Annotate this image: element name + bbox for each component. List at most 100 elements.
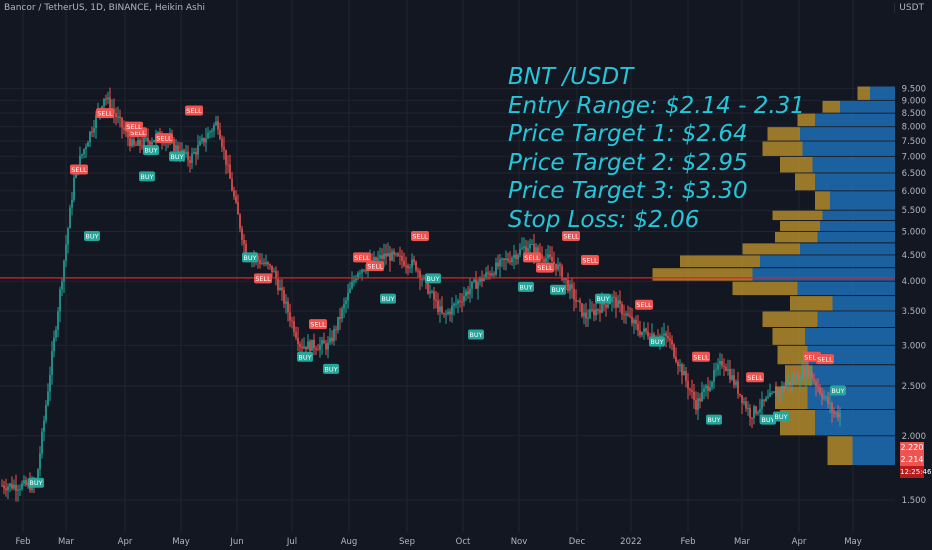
candle [811, 371, 813, 380]
candle [615, 297, 617, 308]
candle [739, 393, 741, 396]
signal-label-bg [353, 252, 371, 263]
candle [799, 379, 801, 381]
candle [443, 312, 445, 314]
candle [823, 396, 825, 398]
sell-signal-label: SELL [70, 164, 88, 175]
candle [523, 246, 525, 248]
volume-profile-down-bar [795, 173, 815, 191]
candle [219, 129, 221, 139]
volume-profile-down-bar [652, 268, 753, 281]
candle [83, 149, 85, 155]
candle [701, 391, 703, 402]
signal-label-text: BUY [243, 254, 256, 262]
candle [413, 259, 415, 262]
high-price-tag: 2.220 [900, 442, 924, 454]
candle [505, 258, 507, 260]
candle [459, 300, 461, 302]
sell-signal-label: SELL [523, 252, 541, 263]
signal-label-bg [595, 293, 611, 304]
candle [337, 316, 339, 330]
candle [449, 311, 451, 315]
candle [679, 364, 681, 367]
candle [643, 328, 645, 332]
candle [315, 348, 317, 350]
x-tick-label: Feb [680, 537, 695, 547]
candle [199, 141, 201, 146]
candle [141, 145, 143, 147]
candle [535, 247, 537, 255]
candle [521, 247, 523, 249]
buy-signal-label: BUY [468, 329, 484, 340]
signal-label-text: SELL [71, 166, 87, 174]
candle [543, 259, 545, 262]
candle [353, 280, 355, 283]
candle [421, 279, 423, 281]
buy-signal-label: BUY [297, 351, 313, 362]
candle [609, 302, 611, 305]
signal-label-bg [581, 254, 599, 265]
candle [245, 243, 247, 256]
candle [721, 360, 723, 367]
candle [785, 385, 787, 389]
signal-label-bg [84, 230, 100, 241]
sell-signal-label: SELL [353, 252, 371, 263]
x-tick-label: 2022 [620, 537, 642, 547]
candle [131, 139, 133, 147]
x-tick-label: Jul [286, 537, 297, 547]
candle [675, 356, 677, 362]
candle [311, 339, 313, 351]
candle [15, 484, 17, 491]
candle [127, 131, 129, 139]
candle [627, 313, 629, 316]
candle [403, 260, 405, 266]
candle [665, 333, 667, 336]
candle [773, 391, 775, 393]
candle [217, 121, 219, 130]
candle [611, 296, 613, 303]
candle [227, 164, 229, 166]
candle [829, 403, 831, 405]
candle [707, 385, 709, 391]
candle [807, 364, 809, 376]
candle [579, 300, 581, 304]
signal-label-bg [125, 121, 143, 132]
volume-profile-down-bar [822, 100, 840, 113]
candle [279, 287, 281, 290]
candle [339, 316, 341, 319]
candle [307, 341, 309, 350]
signal-label-bg [746, 372, 764, 383]
candle [327, 342, 329, 350]
currency-label[interactable]: USDT [894, 3, 924, 13]
signal-label-bg [28, 477, 44, 488]
candle [671, 340, 673, 345]
candle [211, 130, 213, 132]
candle [629, 315, 631, 317]
candle [291, 320, 293, 322]
candle [693, 391, 695, 400]
candle [673, 344, 675, 357]
candle [743, 401, 745, 403]
candle [63, 260, 65, 282]
candle [323, 340, 325, 344]
candle [313, 339, 315, 349]
candle [61, 281, 63, 290]
candle [173, 139, 175, 151]
buy-signal-label: BUY [323, 363, 339, 374]
buy-signal-label: BUY [706, 414, 722, 425]
candle [515, 254, 517, 260]
volume-profile-up-bar [752, 268, 895, 281]
volume-profile-up-bar [815, 113, 895, 127]
signal-label-text: BUY [324, 365, 337, 373]
candle [737, 381, 739, 394]
candle [529, 244, 531, 249]
candle [175, 145, 177, 151]
signal-label-bg [468, 329, 484, 340]
signal-label-bg [830, 385, 846, 396]
candle [273, 271, 275, 273]
candle [5, 488, 7, 491]
candle [11, 483, 13, 489]
candle [303, 346, 305, 349]
buy-signal-label: BUY [242, 252, 258, 263]
